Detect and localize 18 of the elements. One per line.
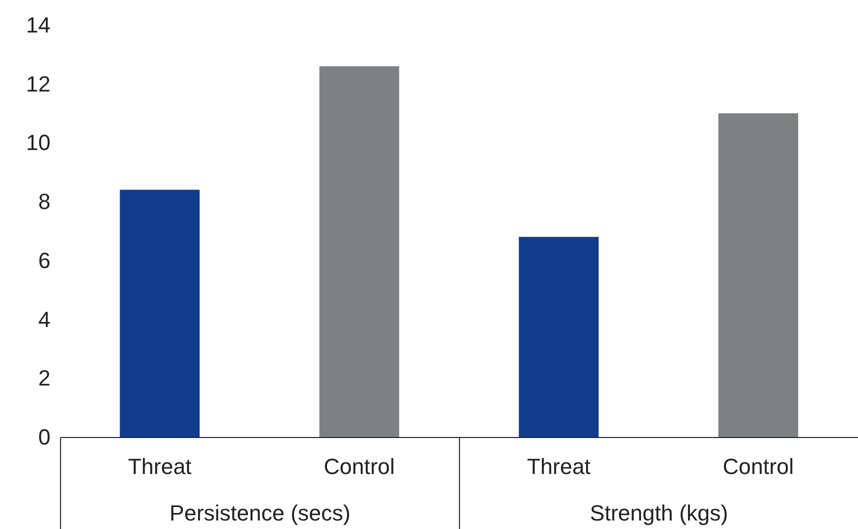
x-tick-label: Strength (kgs) — [590, 500, 728, 526]
y-tick-label: 10 — [26, 130, 50, 156]
y-tick-label: 6 — [38, 248, 50, 273]
series-label: Control — [324, 454, 395, 479]
x-tick-label: Persistence (secs) — [170, 500, 350, 526]
bar — [718, 113, 798, 437]
y-tick-label: 12 — [26, 71, 50, 96]
y-tick-label: 8 — [38, 189, 50, 214]
bar — [120, 190, 200, 437]
series-label: Threat — [128, 454, 192, 479]
bar — [319, 66, 400, 437]
bar — [518, 236, 599, 437]
text: Control — [722, 454, 794, 479]
y-tick-label: 14 — [26, 12, 50, 38]
y-tick-label: 4 — [38, 306, 50, 332]
y-tick-label: 0 — [38, 424, 50, 450]
y-tick-label: 2 — [38, 366, 50, 391]
text: Threat — [526, 454, 591, 479]
